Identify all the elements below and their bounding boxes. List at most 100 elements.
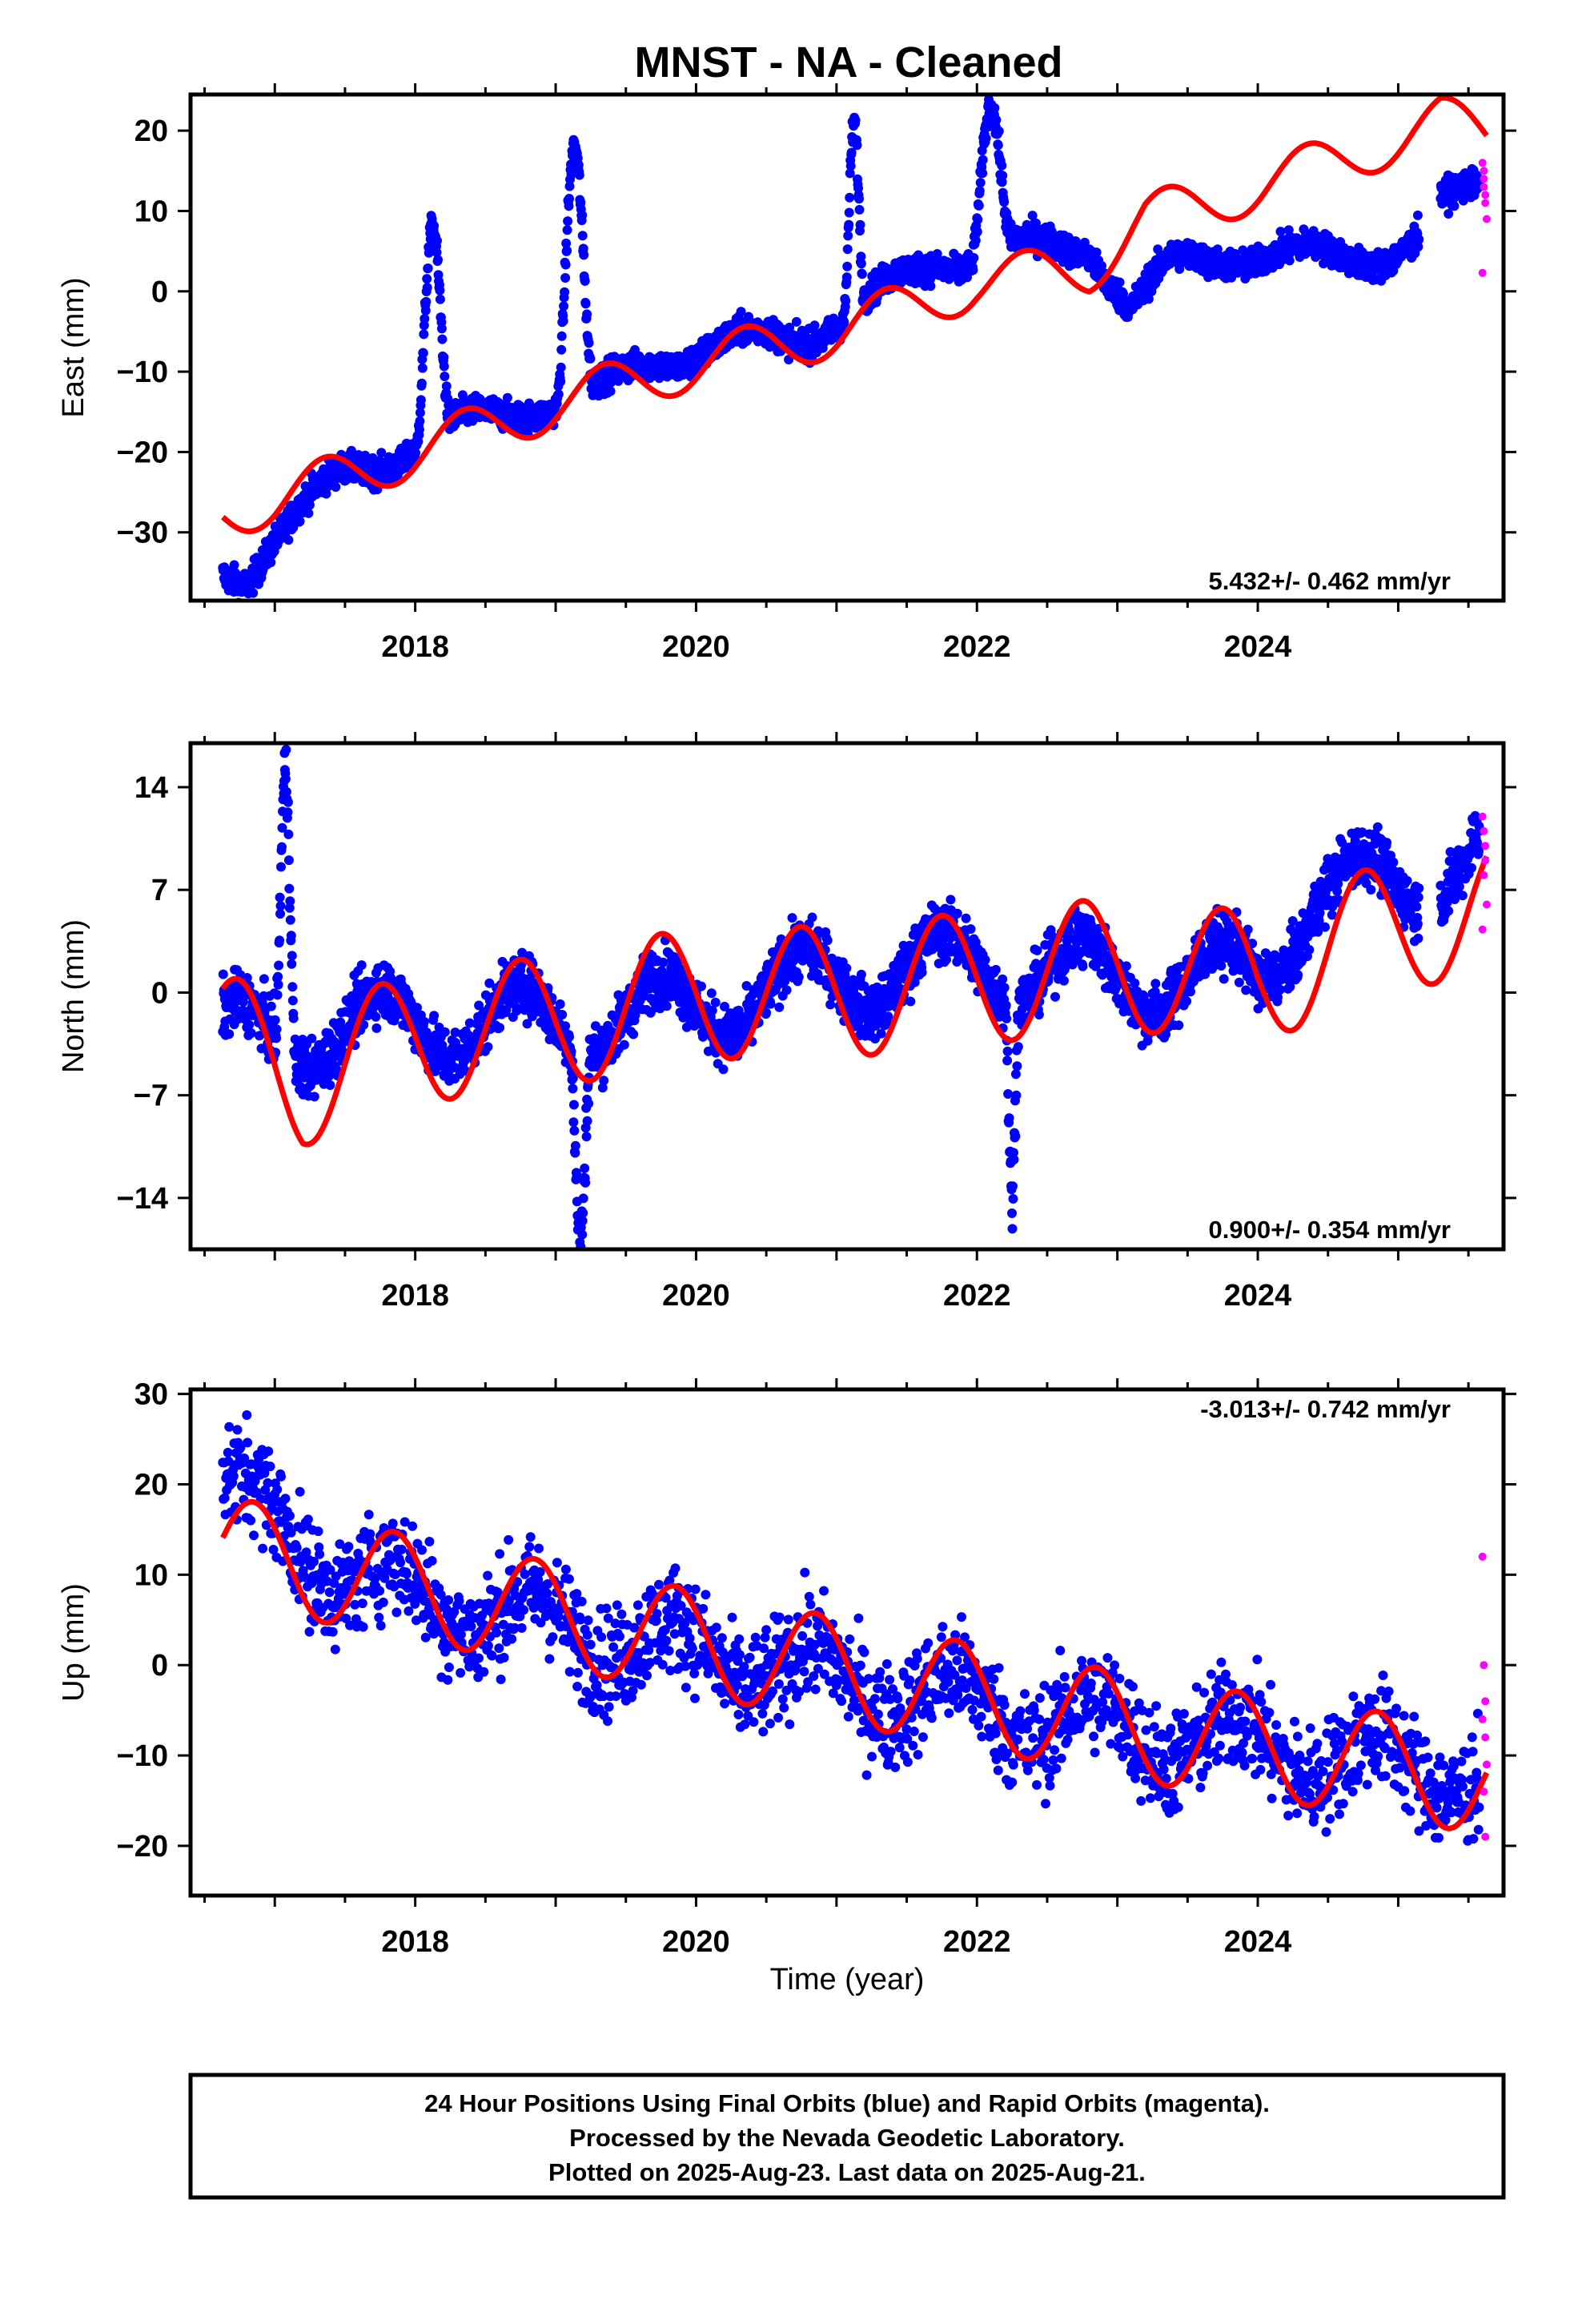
east-rapid-orbit-point [1480,167,1488,175]
east-final-orbit-point [577,231,588,241]
east-final-orbit-point [842,244,853,255]
north-final-orbit-point [568,1084,578,1094]
east-final-orbit-point [415,408,425,418]
north-final-orbit-point [325,1080,335,1090]
north-final-orbit-point [275,909,285,919]
north-final-orbit-point [283,807,293,818]
east-final-orbit-point [411,448,420,458]
east-final-orbit-point [441,381,452,392]
east-final-orbit-point [1114,277,1125,287]
east-final-orbit-point [437,334,448,344]
north-final-orbit-point [718,1064,729,1075]
north-final-orbit-point [495,1023,505,1033]
east-final-orbit-point [852,140,862,151]
east-rate-label: 5.432+/- 0.462 mm/yr [1209,567,1451,595]
north-final-orbit-point [807,912,817,923]
east-y-tick-label: 0 [151,275,168,309]
north-final-orbit-point [765,999,776,1009]
east-final-orbit-point [975,178,986,188]
east-final-orbit-point [932,249,942,259]
east-final-orbit-point [439,361,449,372]
east-rapid-orbit-point [1478,159,1487,167]
east-final-orbit-point [1079,237,1090,247]
east-final-orbit-point [579,250,589,260]
north-final-orbit-point [281,786,291,797]
east-final-orbit-point [791,316,801,327]
east-rapid-orbit-point [1481,191,1490,199]
east-final-orbit-point [423,263,433,273]
north-final-orbit-point [707,1005,717,1015]
north-final-orbit-point [658,957,669,967]
north-final-orbit-point [661,1001,672,1011]
east-final-orbit-point [303,508,314,518]
north-final-orbit-point [273,979,283,990]
east-y-tick-label: 20 [135,115,168,148]
north-final-orbit-point [564,1031,574,1042]
north-final-orbit-point [781,985,792,995]
east-final-orbit-point [422,283,432,293]
east-final-orbit-point [998,171,1008,181]
north-final-orbit-point [288,1013,299,1023]
east-final-orbit-point [416,395,426,405]
east-final-orbit-point [809,320,820,331]
north-final-orbit-point [359,1019,369,1030]
east-final-orbit-point [567,168,576,179]
north-final-orbit-point [356,960,367,971]
east-final-orbit-point [990,103,1000,113]
east-final-orbit-point [422,274,432,284]
east-final-orbit-point [981,133,991,143]
east-final-orbit-point [1449,201,1460,211]
north-final-orbit-point [275,892,285,903]
east-final-orbit-point [416,378,427,388]
east-final-orbit-point [841,272,852,283]
east-final-orbit-point [432,235,442,246]
north-final-orbit-point [568,1073,578,1084]
east-final-orbit-point [856,251,866,262]
east-final-orbit-point [974,200,984,211]
east-final-orbit-point [564,194,574,203]
north-final-orbit-point [761,1007,772,1018]
east-final-orbit-point [582,309,592,320]
east-final-orbit-point [1275,227,1286,237]
north-final-orbit-point [440,1027,450,1037]
north-final-orbit-point [697,981,706,991]
north-final-orbit-point [578,1193,588,1204]
east-final-orbit-point [842,261,853,271]
north-final-orbit-point [483,1042,493,1052]
north-final-orbit-point [720,1001,729,1011]
east-frame [188,92,1506,603]
north-final-orbit-point [570,1140,580,1151]
east-final-orbit-point [421,296,432,307]
east-final-orbit-point [844,207,854,218]
north-final-orbit-point [570,1148,580,1158]
north-final-orbit-point [309,1092,319,1102]
east-final-orbit-point [439,352,449,363]
east-rapid-orbit-point [1478,268,1487,277]
east-final-orbit-point [841,296,851,306]
north-final-orbit-point [822,935,833,946]
east-final-orbit-point [414,424,424,435]
north-final-orbit-point [572,1172,582,1183]
north-final-orbit-point [905,996,916,1007]
east-final-orbit-point [973,215,983,225]
north-final-orbit-point [474,1000,484,1011]
north-final-orbit-point [522,1019,532,1029]
north-final-orbit-point [287,995,298,1006]
north-final-orbit-point [274,960,284,971]
east-final-orbit-point [969,253,979,263]
east-final-orbit-point [577,210,588,220]
east-final-orbit-point [997,160,1007,171]
east-final-orbit-point [556,344,567,355]
east-final-orbit-point [1212,244,1223,255]
north-final-orbit-point [287,951,297,961]
north-final-orbit-point [270,1015,280,1025]
east-final-orbit-point [574,170,584,180]
east-final-orbit-point [558,316,568,326]
east-final-orbit-point [556,331,567,341]
east-x-tick-label: 2024 [1224,630,1292,664]
north-final-orbit-point [569,1125,580,1136]
east-final-orbit-point [435,285,445,296]
east-final-orbit-point [376,448,387,458]
east-final-orbit-point [926,281,936,292]
north-final-orbit-point [283,855,294,866]
